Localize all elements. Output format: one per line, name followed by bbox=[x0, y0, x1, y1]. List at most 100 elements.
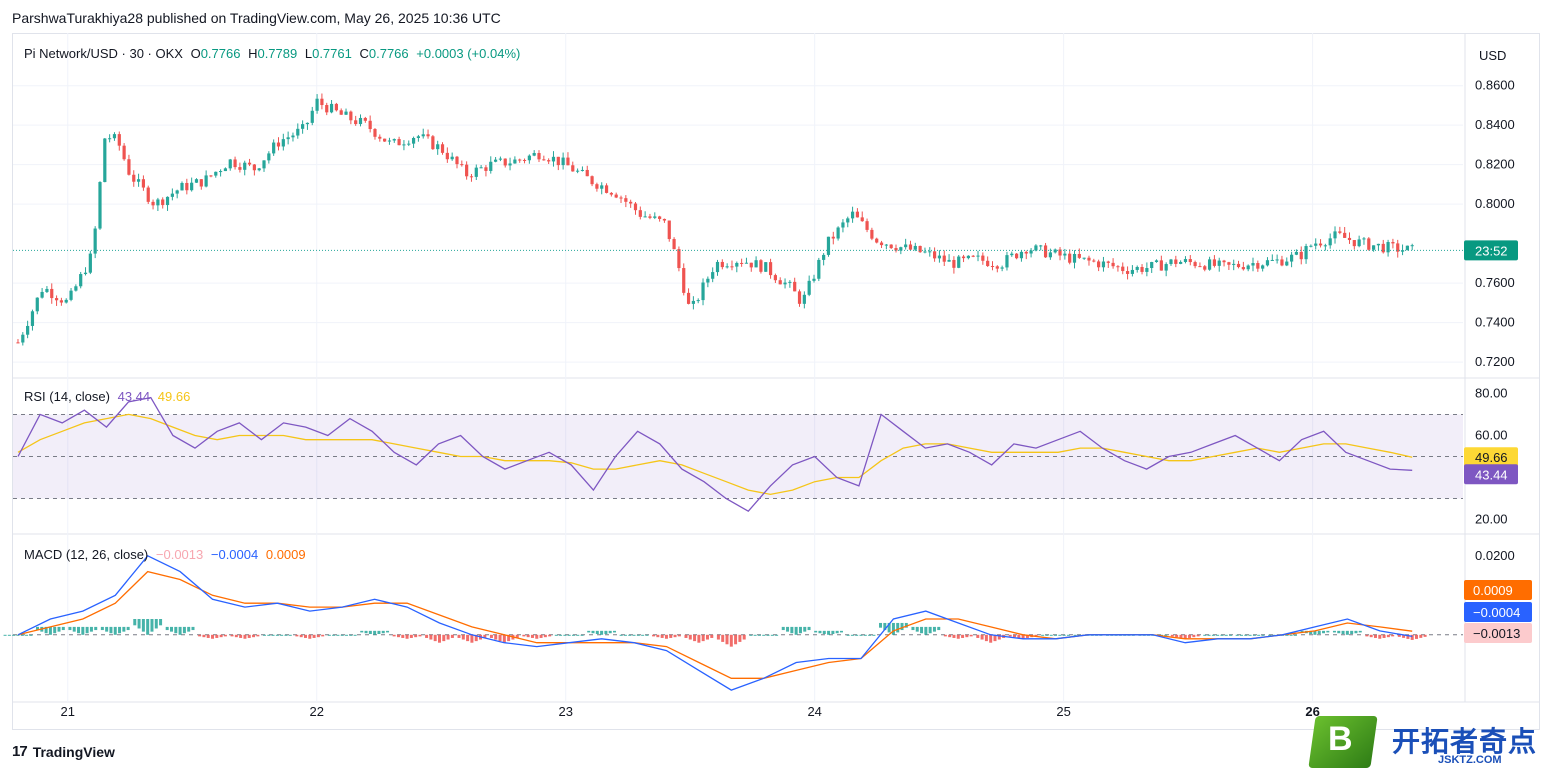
candle-body bbox=[247, 162, 252, 165]
publisher-header: ParshwaTurakhiya28 published on TradingV… bbox=[12, 10, 501, 26]
macd-hist-bar bbox=[1289, 634, 1293, 636]
candle-body bbox=[1097, 261, 1101, 268]
candle-body bbox=[1232, 263, 1236, 265]
candle-body bbox=[301, 124, 305, 129]
macd-legend[interactable]: MACD (12, 26, close) −0.0013 −0.0004 0.0… bbox=[24, 547, 310, 562]
candle-body bbox=[508, 163, 512, 166]
macd-hist-bar bbox=[288, 634, 292, 636]
candle-body bbox=[561, 157, 565, 166]
macd-hist-bar bbox=[150, 619, 154, 632]
candle-body bbox=[585, 169, 589, 177]
macd-hist-bar bbox=[548, 634, 552, 637]
rsi-label[interactable]: RSI (14, close) bbox=[24, 389, 110, 404]
candle-body bbox=[633, 203, 638, 211]
macd-hist-bar bbox=[1300, 630, 1304, 633]
candle-body bbox=[1314, 243, 1318, 246]
candle-body bbox=[566, 157, 570, 166]
candle-body bbox=[677, 249, 681, 269]
candle-body bbox=[783, 282, 787, 285]
macd-hist-bar bbox=[1252, 634, 1256, 636]
macd-label[interactable]: MACD (12, 26, close) bbox=[24, 547, 149, 562]
candle-body bbox=[286, 137, 290, 140]
macd-hist-bar bbox=[660, 634, 664, 638]
candle-body bbox=[262, 160, 266, 169]
candle-body bbox=[272, 142, 276, 154]
macd-hist-bar bbox=[360, 630, 364, 633]
candle-body bbox=[194, 179, 199, 183]
candle-body bbox=[103, 138, 107, 183]
macd-hist-bar bbox=[1341, 630, 1345, 635]
macd-hist-bar bbox=[619, 634, 623, 636]
macd-value: −0.0004 bbox=[210, 547, 259, 562]
candle-body bbox=[879, 242, 884, 246]
macd-hist-bar bbox=[1073, 634, 1077, 636]
candle-body bbox=[614, 194, 618, 198]
macd-hist-bar bbox=[965, 634, 969, 638]
candle-body bbox=[421, 134, 425, 137]
macd-hist-bar bbox=[1378, 634, 1382, 639]
candle-body bbox=[1396, 243, 1400, 252]
candle-body bbox=[146, 187, 150, 202]
macd-hist-bar bbox=[956, 634, 960, 639]
candle-body bbox=[141, 179, 146, 188]
macd-hist-bar bbox=[81, 626, 85, 635]
macd-hist-bar bbox=[872, 634, 876, 636]
macd-hist-bar bbox=[770, 634, 774, 636]
macd-hist-bar bbox=[943, 634, 947, 637]
candle-body bbox=[320, 98, 324, 106]
tradingview-logo[interactable]: 17 TradingView bbox=[12, 743, 115, 760]
macd-hist-bar bbox=[215, 634, 219, 638]
macd-hist-bar bbox=[993, 634, 997, 642]
candle-body bbox=[706, 278, 710, 283]
price-tick-label: 0.8200 bbox=[1475, 157, 1515, 172]
macd-hist-bar bbox=[174, 626, 178, 634]
macd-hist-bar bbox=[364, 630, 368, 634]
macd-hist-bar bbox=[243, 634, 247, 639]
candle-body bbox=[966, 255, 970, 259]
macd-hist-bar bbox=[1261, 634, 1265, 636]
candle-body bbox=[1106, 261, 1110, 263]
macd-hist-bar bbox=[850, 634, 854, 636]
macd-hist-bar bbox=[790, 626, 794, 634]
candle-body bbox=[884, 244, 888, 246]
candle-body bbox=[122, 145, 126, 160]
watermark-letter: B bbox=[1328, 720, 1353, 758]
macd-hist-bar bbox=[109, 626, 113, 634]
macd-hist-bar bbox=[191, 626, 195, 631]
macd-hist-bar bbox=[332, 634, 336, 636]
candle-body bbox=[88, 253, 92, 273]
rsi-legend[interactable]: RSI (14, close) 43.44 49.66 bbox=[24, 389, 194, 404]
candle-body bbox=[643, 216, 647, 218]
candle-body bbox=[1087, 257, 1091, 261]
last-price-countdown: 23:52 bbox=[1475, 243, 1508, 258]
macd-hist-bar bbox=[44, 626, 48, 634]
candle-body bbox=[1217, 260, 1221, 266]
macd-hist-bar bbox=[77, 626, 81, 634]
macd-hist-bar bbox=[100, 626, 104, 631]
macd-hist-bar bbox=[879, 622, 883, 628]
candle-body bbox=[961, 256, 966, 259]
open-label: O bbox=[190, 46, 201, 61]
macd-hist-bar bbox=[628, 634, 632, 636]
rsi-ma-value: 49.66 bbox=[157, 389, 191, 404]
candle-body bbox=[1333, 231, 1337, 239]
main-legend[interactable]: Pi Network/USD · 30 · OKX O0.7766 H0.778… bbox=[24, 46, 524, 61]
candle-body bbox=[600, 185, 604, 189]
candle-body bbox=[822, 254, 826, 260]
macd-hist-bar bbox=[798, 626, 802, 634]
candle-body bbox=[629, 201, 633, 204]
candle-body bbox=[624, 198, 628, 202]
macd-hist-bar bbox=[470, 634, 474, 643]
macd-hist-bar bbox=[321, 634, 325, 637]
candle-body bbox=[1000, 267, 1004, 269]
macd-hist-bar bbox=[839, 630, 843, 633]
candle-body bbox=[180, 182, 184, 191]
candle-body bbox=[788, 281, 792, 283]
candle-body bbox=[223, 168, 228, 172]
macd-hist-bar bbox=[753, 634, 757, 636]
candle-body bbox=[1015, 253, 1019, 259]
candle-body bbox=[513, 159, 517, 164]
symbol-label[interactable]: Pi Network/USD · 30 · OKX bbox=[24, 46, 183, 61]
macd-hist-bar bbox=[932, 626, 936, 632]
